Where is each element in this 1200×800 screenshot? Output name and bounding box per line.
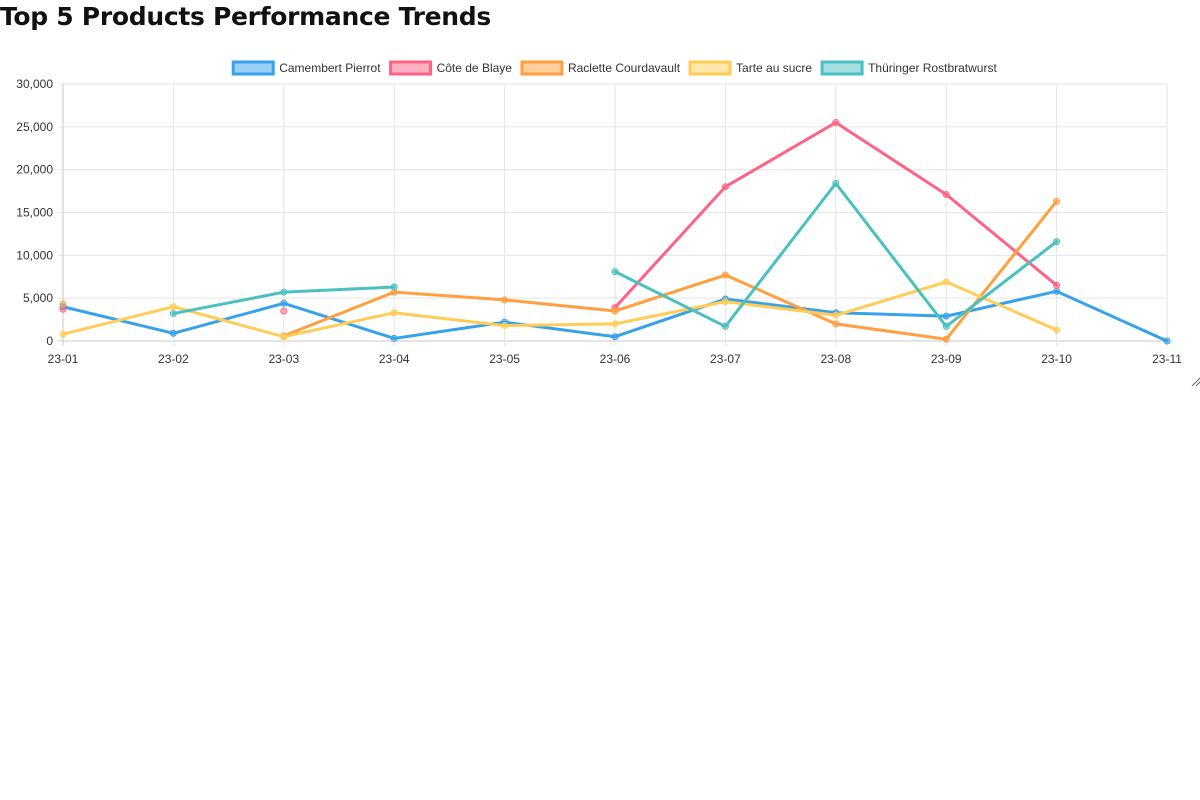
data-point — [1053, 326, 1061, 334]
x-tick-label: 23-01 — [48, 352, 79, 366]
data-point — [501, 296, 509, 304]
data-point — [721, 271, 729, 279]
data-point — [169, 310, 177, 318]
legend-label: Thüringer Rostbratwurst — [868, 61, 997, 75]
data-point — [390, 309, 398, 317]
data-point — [942, 191, 950, 199]
data-point — [832, 119, 840, 127]
x-tick-label: 23-03 — [268, 352, 299, 366]
x-tick-label: 23-05 — [489, 352, 520, 366]
legend-swatch — [231, 60, 275, 76]
data-point — [942, 335, 950, 343]
legend-item[interactable]: Thüringer Rostbratwurst — [820, 60, 997, 76]
data-point — [280, 299, 288, 307]
data-point — [169, 303, 177, 311]
x-tick-label: 23-10 — [1041, 352, 1072, 366]
page-title: Top 5 Products Performance Trends — [0, 2, 491, 31]
legend-item[interactable]: Tarte au sucre — [688, 60, 812, 76]
legend[interactable]: Camembert Pierrot Côte de Blaye Raclette C… — [231, 60, 997, 76]
series-th-ringer-rostbratwurst — [169, 179, 1061, 330]
data-point — [390, 334, 398, 342]
series-line — [282, 199, 1059, 341]
y-tick-label: 30,000 — [16, 77, 53, 91]
x-axis: 23-01 23-02 23-03 23-04 23-05 23-06 23-07 23-08… — [48, 352, 1183, 366]
series-line — [61, 280, 1059, 339]
data-point — [1053, 197, 1061, 205]
data-point — [611, 320, 619, 328]
data-point — [942, 312, 950, 320]
data-point — [280, 307, 288, 315]
series-c-te-de-blaye — [59, 119, 1061, 315]
x-tick-label: 23-09 — [931, 352, 962, 366]
data-point — [942, 322, 950, 330]
data-point — [1053, 238, 1061, 246]
data-point — [390, 283, 398, 291]
legend-swatch — [688, 60, 732, 76]
data-point — [832, 320, 840, 328]
y-tick-label: 25,000 — [16, 120, 53, 134]
series-raclette-courdavault — [59, 197, 1061, 343]
series-tarte-au-sucre — [59, 278, 1061, 341]
resize-handle-icon[interactable] — [1190, 376, 1200, 386]
series-lines — [59, 119, 1171, 345]
data-point — [280, 288, 288, 296]
x-tick-label: 23-04 — [379, 352, 410, 366]
legend-label: Raclette Courdavault — [568, 61, 681, 75]
legend-item[interactable]: Camembert Pierrot — [231, 60, 381, 76]
data-point — [1163, 337, 1171, 345]
legend-label: Camembert Pierrot — [279, 61, 381, 75]
legend-item[interactable]: Côte de Blaye — [389, 60, 513, 76]
legend-swatch — [389, 60, 433, 76]
y-tick-label: 5,000 — [23, 291, 53, 305]
data-point — [721, 322, 729, 330]
y-tick-label: 10,000 — [16, 248, 53, 262]
data-point — [1053, 287, 1061, 295]
legend-swatch — [820, 60, 864, 76]
data-point — [59, 330, 67, 338]
legend-swatch — [520, 60, 564, 76]
line-chart: 0 5,000 10,000 15,000 20,000 25,000 30,000 23-… — [16, 60, 1183, 366]
data-point — [611, 268, 619, 276]
data-point — [169, 329, 177, 337]
data-point — [611, 307, 619, 315]
y-axis: 0 5,000 10,000 15,000 20,000 25,000 30,000 — [16, 77, 53, 348]
x-tick-label: 23-06 — [600, 352, 631, 366]
data-point — [59, 300, 67, 308]
y-tick-label: 15,000 — [16, 206, 53, 220]
y-tick-label: 0 — [46, 334, 53, 348]
x-tick-label: 23-07 — [710, 352, 741, 366]
x-tick-label: 23-02 — [158, 352, 189, 366]
data-point — [1053, 281, 1061, 289]
data-point — [721, 298, 729, 306]
legend-item[interactable]: Raclette Courdavault — [520, 60, 681, 76]
legend-label: Tarte au sucre — [736, 61, 812, 75]
legend-label: Côte de Blaye — [437, 61, 513, 75]
data-point — [942, 278, 950, 286]
data-point — [280, 333, 288, 341]
data-point — [501, 322, 509, 330]
data-point — [611, 333, 619, 341]
y-tick-label: 20,000 — [16, 163, 53, 177]
grid-lines — [58, 83, 1168, 346]
x-tick-label: 23-08 — [820, 352, 851, 366]
x-tick-label: 23-11 — [1152, 352, 1182, 366]
data-point — [721, 183, 729, 191]
data-point — [832, 311, 840, 319]
data-point — [832, 179, 840, 187]
